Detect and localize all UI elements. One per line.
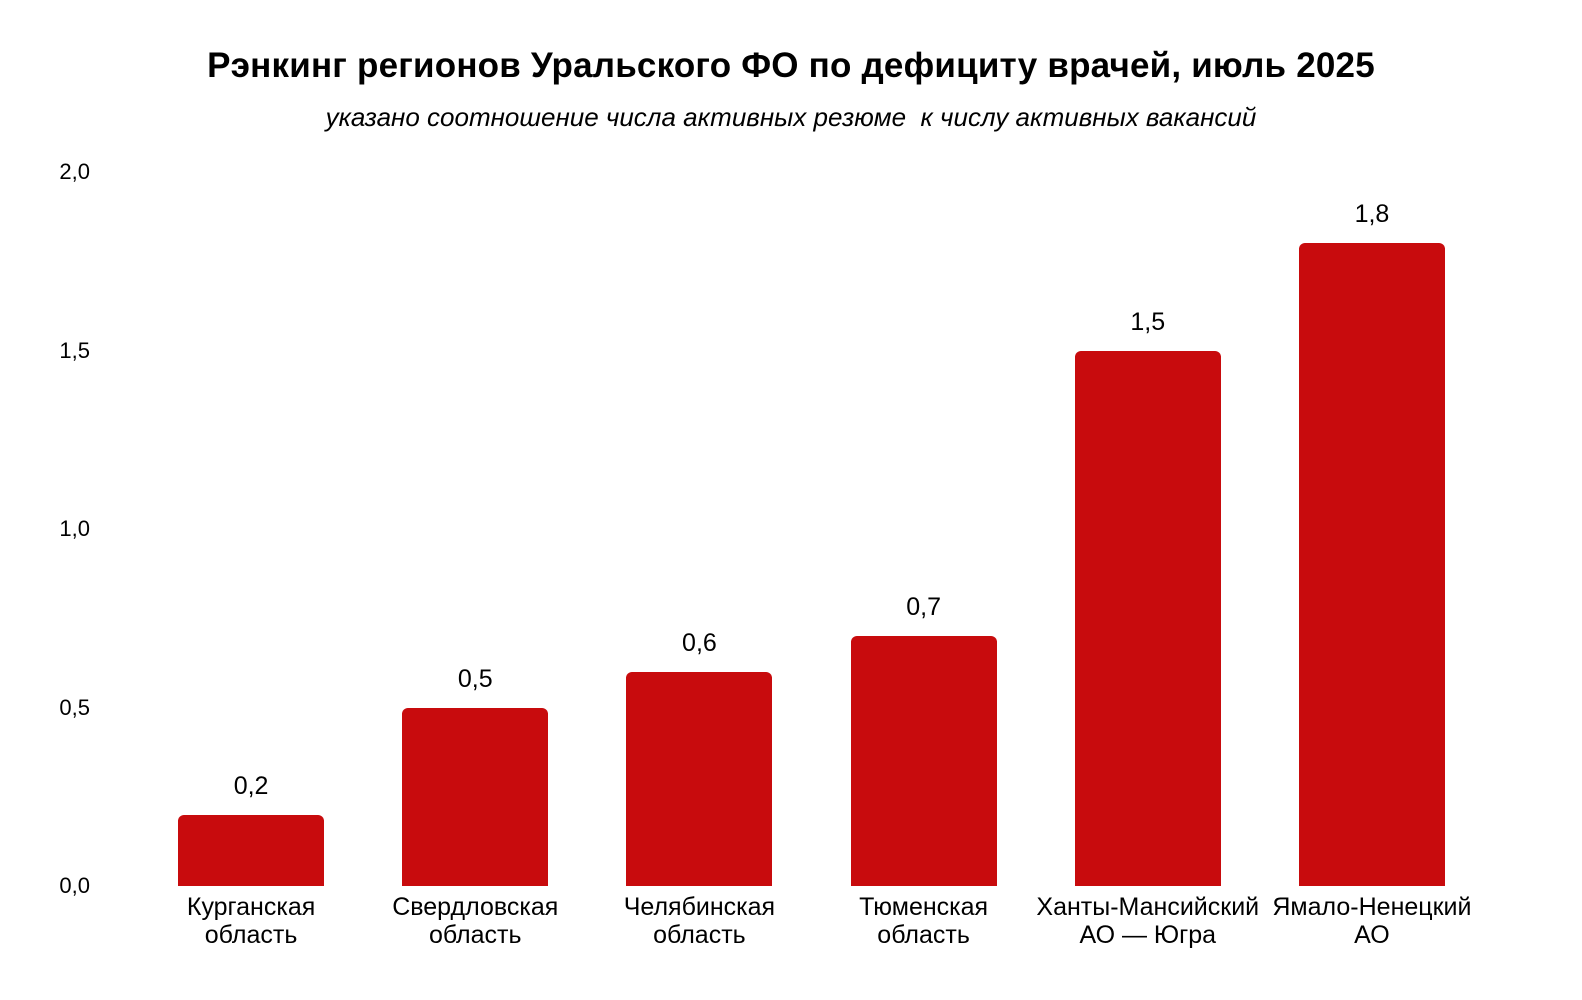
bar-group: 1,5 Ханты-Мансийский АО — Югра — [1036, 172, 1260, 950]
bar — [626, 671, 773, 886]
chart-subtitle: указано соотношение числа активных резюм… — [325, 102, 1257, 132]
bar — [178, 814, 325, 886]
plot-area: 0,2 Курганская область 0,5 Свердловская обл… — [139, 172, 1484, 950]
bar-value-label: 0,6 — [682, 628, 717, 657]
bar-value-label: 1,8 — [1354, 200, 1390, 229]
y-tick-label: 1,5 — [59, 337, 90, 363]
bar-group: 0,5 Свердловская область — [363, 172, 587, 950]
category-label: Курганская область — [186, 893, 316, 949]
chart-title: Рэнкинг регионов Уральского ФО по дефици… — [207, 46, 1375, 85]
bar-value-label: 0,2 — [233, 771, 269, 800]
y-tick-label: 2,0 — [59, 159, 90, 184]
y-tick-label: 1,0 — [59, 516, 90, 541]
category-label: Челябинская область — [623, 893, 776, 949]
category-label: Свердловская область — [392, 893, 559, 949]
category-label: Ханты-Мансийский АО — Югра — [1036, 893, 1260, 949]
bar-value-label: 0,7 — [906, 593, 941, 622]
bar-group: 1,8 Ямало-Ненецкий АО — [1260, 172, 1484, 949]
bar-group: 0,2 Курганская область — [139, 172, 363, 949]
bar — [1074, 350, 1221, 886]
category-label: Ямало-Ненецкий АО — [1272, 893, 1472, 949]
y-tick-label: 0,0 — [59, 873, 90, 898]
bar-value-label: 1,5 — [1130, 307, 1166, 336]
bar-value-label: 0,5 — [457, 664, 493, 693]
bar — [1298, 243, 1445, 886]
bar — [850, 636, 997, 886]
bar — [402, 707, 549, 886]
y-axis: 2,0 1,5 1,0 0,5 0,0 — [0, 159, 90, 898]
bar-group: 0,6 Челябинская область — [587, 172, 811, 949]
bar-group: 0,7 Тюменская область — [812, 172, 1036, 949]
category-label: Тюменская область — [859, 893, 989, 949]
y-tick-label: 0,5 — [59, 694, 90, 720]
